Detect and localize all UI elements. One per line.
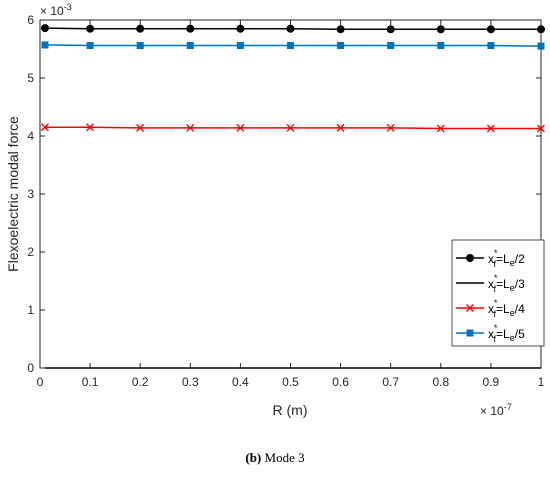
legend-item-3: x* f=Le/4 — [456, 298, 525, 319]
x-tick-label: 0.2 — [132, 375, 149, 389]
data-point — [236, 42, 244, 50]
caption-text: Mode 3 — [261, 450, 305, 465]
legend-marker — [466, 329, 474, 337]
data-point — [136, 123, 145, 132]
series-4 — [41, 41, 545, 50]
series-group — [41, 24, 545, 369]
data-point — [537, 25, 545, 34]
data-point — [486, 25, 495, 34]
x-tick-label: 1 — [538, 375, 545, 389]
legend-label: x* f=Le/5 — [488, 323, 525, 344]
y-tick-label: 1 — [27, 303, 34, 317]
data-point — [336, 25, 345, 34]
legend-marker — [466, 304, 474, 312]
data-point — [136, 42, 144, 50]
data-point — [41, 41, 49, 49]
data-point — [136, 24, 145, 33]
x-tick-label: 0.8 — [432, 375, 449, 389]
data-point — [287, 42, 294, 50]
x-exponent-label: × 10-7 — [480, 402, 512, 418]
data-point — [537, 42, 545, 50]
x-tick-label: 0.7 — [382, 375, 399, 389]
data-point — [387, 42, 395, 50]
data-point — [386, 25, 395, 34]
x-axis-label: R (m) — [273, 402, 308, 418]
y-axis-label: Flexoelectric modal force — [5, 116, 21, 272]
y-exponent-power: -3 — [64, 2, 72, 12]
y-tick-label: 5 — [27, 71, 34, 85]
data-point — [186, 42, 194, 50]
legend-label: x* f=Le/4 — [488, 298, 525, 319]
data-point — [186, 24, 195, 33]
y-tick-label: 3 — [27, 187, 34, 201]
legend-marker — [466, 254, 474, 262]
series-1 — [41, 24, 545, 34]
data-point — [236, 24, 245, 33]
series-3 — [41, 123, 545, 133]
x-tick-label: 0 — [37, 375, 44, 389]
legend-item-2: x* f=Le/3 — [456, 273, 525, 294]
data-point — [487, 42, 495, 50]
legend-label: x* f=Le/2 — [488, 248, 525, 269]
x-tick-label: 0.9 — [483, 375, 500, 389]
data-point — [537, 124, 545, 133]
x-tick-label: 0.1 — [82, 375, 99, 389]
y-tick-label: 0 — [27, 361, 34, 375]
x-tick-label: 0.6 — [332, 375, 349, 389]
x-tick-label: 0.5 — [282, 375, 299, 389]
data-point — [186, 123, 195, 132]
x-exponent-power: -7 — [504, 402, 512, 412]
legend-item-1: x* f=Le/2 — [456, 248, 525, 269]
y-tick-label: 2 — [27, 245, 34, 259]
caption-label: (b) — [245, 450, 262, 465]
legend-item-4: x* f=Le/5 — [456, 323, 525, 344]
legend-label: x* f=Le/3 — [488, 273, 525, 294]
data-point — [386, 123, 395, 132]
axis-ticks: 0 0.1 0.2 0.3 0.4 0.5 0.6 0.7 0.8 0.9 1 0 1 2 3 4 5 6 — [27, 13, 544, 389]
line-chart: 0 0.1 0.2 0.3 0.4 0.5 0.6 0.7 0.8 0.9 1 0 1 2 3 4 5 6 × 1… — [5, 2, 545, 418]
figure-caption: (b) Mode 3 — [0, 450, 550, 466]
data-point — [86, 123, 95, 132]
data-point — [41, 123, 50, 132]
data-point — [236, 123, 245, 132]
data-point — [286, 123, 295, 132]
data-point — [337, 42, 345, 50]
x-tick-label: 0.4 — [232, 375, 249, 389]
data-point — [286, 24, 295, 33]
y-tick-label: 4 — [27, 129, 34, 143]
data-point — [486, 124, 495, 133]
data-point — [86, 42, 94, 50]
data-point — [437, 42, 445, 50]
data-point — [86, 24, 95, 33]
data-point — [436, 124, 445, 133]
y-exponent-label: × 10-3 — [40, 2, 72, 18]
data-point — [436, 25, 445, 34]
data-point — [41, 24, 50, 33]
x-tick-label: 0.3 — [182, 375, 199, 389]
y-tick-label: 6 — [27, 13, 34, 27]
series-line — [45, 126, 541, 130]
data-point — [336, 123, 345, 132]
legend: x* f=Le/2 x* f=Le/3 x* f=Le/4 x* f=Le/5 — [451, 239, 545, 347]
